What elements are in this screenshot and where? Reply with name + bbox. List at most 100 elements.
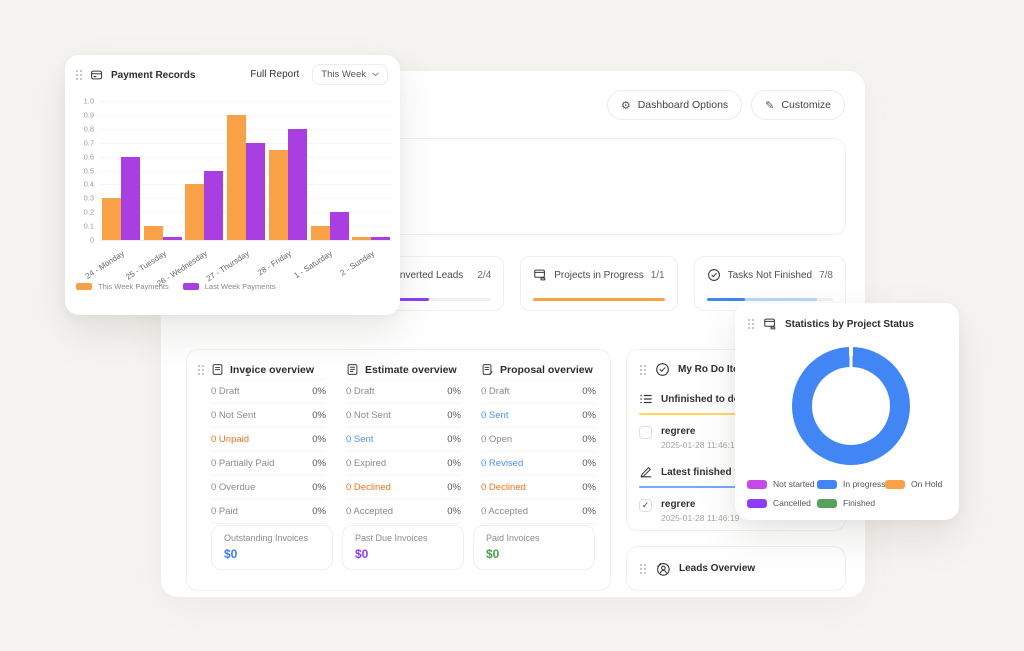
todo-item-texts: regrere 2025-01-28 11:46:19 bbox=[661, 426, 739, 450]
payment-bar bbox=[329, 212, 349, 240]
payment-bar bbox=[287, 128, 307, 240]
legend-item[interactable]: On Hold bbox=[885, 479, 951, 489]
payment-bar bbox=[102, 198, 121, 240]
y-axis-tick: 0.6 bbox=[83, 152, 94, 162]
pencil-icon: ✎ bbox=[765, 98, 775, 112]
todo-card-header: My Ro Do Items bbox=[639, 362, 833, 377]
overview-row: 0 Expired 0% bbox=[346, 452, 461, 476]
drag-handle-icon[interactable] bbox=[75, 69, 83, 81]
legend-label: On Hold bbox=[911, 479, 943, 489]
legend-swatch bbox=[885, 479, 905, 489]
overview-column: Proposal overview 0 Draft 0% 0 Sent 0% 0 Open… bbox=[481, 360, 596, 524]
overview-row: 0 Unpaid 0% bbox=[211, 428, 326, 452]
overview-row-label: 0 Overdue bbox=[211, 482, 256, 493]
drag-handle-icon[interactable] bbox=[639, 562, 647, 575]
drag-handle-icon[interactable] bbox=[197, 364, 205, 376]
leads-overview-title: Leads Overview bbox=[679, 563, 756, 574]
stats-card[interactable]: Tasks Not Finished 7/8 bbox=[693, 256, 846, 311]
summary-value: $0 bbox=[224, 547, 238, 561]
status-legend: Not started In progress On Hold Cancelled Fi… bbox=[747, 479, 953, 508]
overview-row-value: 0% bbox=[447, 386, 461, 397]
legend-item[interactable]: Not started bbox=[747, 479, 817, 489]
todo-item-timestamp: 2025-01-28 11:46:19 bbox=[661, 440, 740, 450]
stats-card-count: 2/4 bbox=[477, 269, 492, 281]
tasks-icon bbox=[707, 268, 721, 282]
project-status-donut bbox=[792, 347, 910, 465]
projects-icon bbox=[533, 268, 547, 282]
stats-status-card: Statistics by Project Status Not started… bbox=[735, 303, 959, 520]
overview-title: Proposal overview bbox=[500, 363, 593, 376]
payment-bar bbox=[227, 114, 247, 240]
overview-columns: Invoice overview 0 Draft 0% 0 Not Sent 0% 0 U… bbox=[211, 360, 596, 524]
invoice-summary-row: Outstanding Invoices $0 Past Due Invoices $… bbox=[211, 525, 595, 570]
legend-swatch bbox=[747, 479, 767, 489]
overview-row-label: 0 Sent bbox=[481, 410, 509, 421]
payment-bar bbox=[143, 226, 163, 240]
legend-item[interactable]: In progress bbox=[817, 479, 886, 489]
y-axis-tick: 0.4 bbox=[83, 179, 94, 189]
stats-card-top: Tasks Not Finished 7/8 bbox=[707, 268, 833, 282]
legend-swatch bbox=[182, 283, 199, 290]
dashboard-options-label: Dashboard Options bbox=[637, 99, 729, 111]
overview-row-value: 0% bbox=[582, 458, 596, 469]
todo-item-timestamp: 2025-01-28 11:46:19 bbox=[661, 513, 740, 523]
overview-row-value: 0% bbox=[582, 506, 596, 517]
summary-label: Paid Invoices bbox=[486, 533, 540, 543]
progress-track bbox=[533, 298, 665, 301]
y-axis-tick: 0.3 bbox=[83, 193, 94, 203]
payment-bar bbox=[121, 156, 140, 240]
header-actions: ⚙ Dashboard Options ✎ Customize bbox=[606, 90, 845, 120]
overview-column-header: Invoice overview bbox=[211, 360, 326, 380]
legend-swatch bbox=[817, 498, 837, 508]
legend-label: Last Week Payments bbox=[204, 282, 276, 291]
overview-row: 0 Not Sent 0% bbox=[346, 404, 461, 428]
summary-label: Outstanding Invoices bbox=[224, 533, 309, 543]
summary-box: Outstanding Invoices $0 bbox=[211, 525, 333, 570]
overview-row-label: 0 Unpaid bbox=[211, 434, 250, 445]
check-circle-icon bbox=[655, 362, 670, 377]
overview-row-value: 0% bbox=[312, 458, 326, 469]
overview-row-label: 0 Not Sent bbox=[346, 410, 391, 421]
overview-row: 0 Revised 0% bbox=[481, 452, 596, 476]
overview-row: 0 Open 0% bbox=[481, 428, 596, 452]
full-report-link[interactable]: Full Report bbox=[250, 69, 300, 80]
overview-row-value: 0% bbox=[312, 482, 326, 493]
todo-section-title: Unfinished to do's bbox=[661, 393, 748, 405]
drag-handle-icon[interactable] bbox=[639, 363, 647, 376]
status-card-title: Statistics by Project Status bbox=[785, 318, 914, 330]
customize-label: Customize bbox=[781, 99, 831, 111]
drag-handle-icon[interactable] bbox=[747, 318, 755, 330]
payment-bar bbox=[352, 237, 372, 240]
invoice-icon bbox=[211, 363, 224, 376]
legend-item[interactable]: This Week Payments bbox=[76, 282, 169, 291]
summary-box: Past Due Invoices $0 bbox=[342, 525, 464, 570]
pen-icon bbox=[639, 465, 653, 479]
overview-column: Invoice overview 0 Draft 0% 0 Not Sent 0% 0 U… bbox=[211, 360, 326, 524]
payment-records-card: Payment Records Full Report This Week 0 0… bbox=[65, 55, 400, 315]
status-card-header: Statistics by Project Status bbox=[747, 317, 914, 331]
overview-column-header: Proposal overview bbox=[481, 360, 596, 380]
todo-item-title: regrere bbox=[661, 499, 696, 510]
donut-hole bbox=[812, 367, 890, 445]
legend-swatch bbox=[747, 498, 767, 508]
overview-row: 0 Draft 0% bbox=[346, 380, 461, 404]
summary-value: $0 bbox=[486, 547, 500, 561]
customize-button[interactable]: ✎ Customize bbox=[751, 90, 845, 120]
payment-bar bbox=[162, 237, 182, 240]
todo-checkbox[interactable] bbox=[639, 426, 652, 439]
overview-row-value: 0% bbox=[582, 410, 596, 421]
stats-card-count: 7/8 bbox=[819, 269, 833, 281]
legend-item[interactable]: Cancelled bbox=[747, 498, 817, 508]
todo-checkbox[interactable]: ✓ bbox=[639, 499, 652, 512]
chevron-down-icon bbox=[372, 72, 379, 77]
overview-row-value: 0% bbox=[582, 386, 596, 397]
summary-label: Past Due Invoices bbox=[355, 533, 428, 543]
overview-row-value: 0% bbox=[312, 410, 326, 421]
dashboard-options-button[interactable]: ⚙ Dashboard Options bbox=[606, 90, 743, 120]
todo-item: ✓ regrere 2025-01-28 11:46:19 bbox=[639, 499, 833, 523]
stats-card[interactable]: Projects in Progress 1/1 bbox=[520, 256, 678, 311]
legend-item[interactable]: Finished bbox=[817, 498, 885, 508]
period-selector[interactable]: This Week bbox=[312, 64, 388, 85]
legend-item[interactable]: Last Week Payments bbox=[182, 282, 276, 291]
